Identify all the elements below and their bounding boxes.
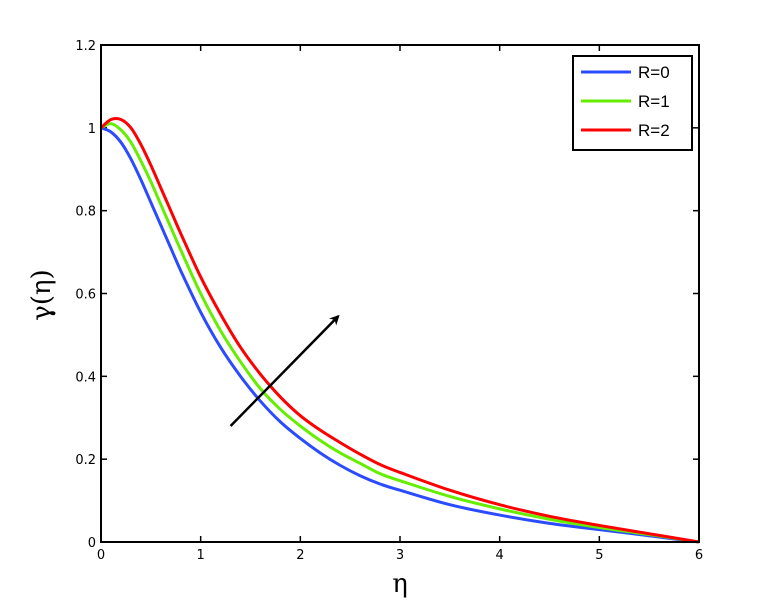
series-line-r-0 (100, 126, 700, 544)
x-axis-label: η (392, 569, 408, 599)
y-tick-label: 0.2 (75, 453, 96, 468)
legend-label-r-1: R=1 (638, 92, 670, 111)
y-tick-label: 0.8 (75, 205, 96, 220)
x-tick-label: 0 (97, 548, 105, 563)
x-tick-label: 2 (296, 548, 304, 563)
x-tick-label: 1 (197, 548, 205, 563)
series-line-r-1 (100, 122, 700, 544)
legend-box (572, 55, 693, 151)
x-tick-label: 6 (695, 548, 703, 563)
y-tick-label: 0.6 (75, 288, 96, 303)
annotations (229, 314, 340, 427)
tick-labels: 0 1 2 3 4 5 6 0 0.2 0.4 0.6 0.8 1 1.2 (75, 39, 703, 563)
x-tick-label: 4 (496, 548, 504, 563)
legend-items: R=0 R=1 R=2 (581, 63, 670, 140)
legend-label-r-0: R=0 (638, 63, 670, 82)
trend-arrow (229, 314, 340, 427)
legend: R=0 R=1 R=2 (572, 55, 693, 151)
y-tick-label: 1.2 (75, 39, 96, 54)
y-tick-label: 0 (88, 536, 96, 551)
x-tick-label: 3 (396, 548, 404, 563)
legend-label-r-2: R=2 (638, 121, 670, 140)
x-tick-label: 5 (595, 548, 603, 563)
plot-frame (100, 44, 700, 543)
y-axis-label: γ(η) (27, 269, 57, 320)
y-tick-label: 0.4 (75, 370, 96, 385)
y-tick-label: 1 (88, 122, 96, 137)
